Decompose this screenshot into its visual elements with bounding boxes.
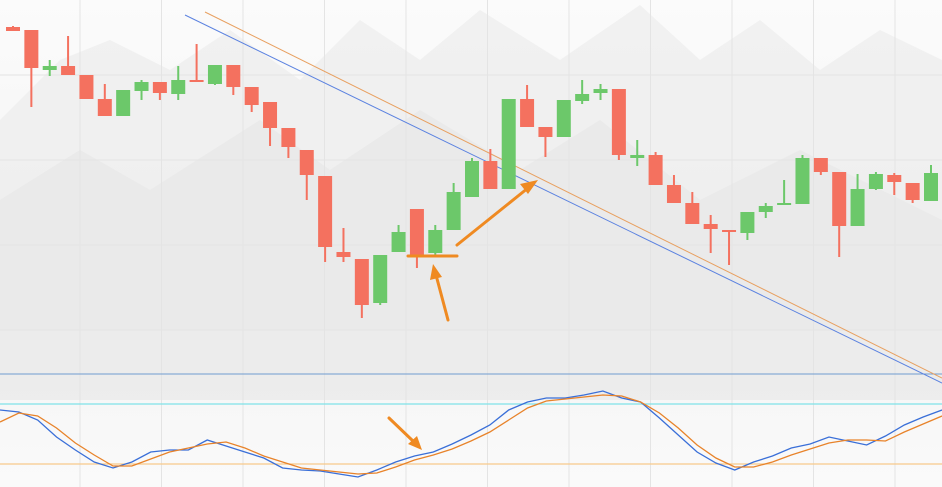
candle-body bbox=[887, 175, 902, 182]
oscillator-line bbox=[0, 390, 942, 478]
candle-body bbox=[611, 89, 626, 155]
trend-line bbox=[184, 14, 942, 384]
candle-body bbox=[556, 100, 571, 137]
candle-body bbox=[97, 99, 112, 116]
candle-body bbox=[171, 80, 186, 94]
candle-body bbox=[152, 82, 167, 93]
candle-body bbox=[24, 30, 39, 68]
arrow-head bbox=[430, 264, 442, 280]
candle-body bbox=[722, 230, 737, 232]
candle-body bbox=[134, 82, 149, 91]
candle-body bbox=[795, 158, 810, 204]
candle-body bbox=[575, 94, 590, 101]
arrow-head bbox=[520, 180, 538, 194]
candle-body bbox=[336, 252, 351, 257]
trend-line bbox=[204, 11, 942, 379]
candle-body bbox=[207, 65, 222, 84]
candle-body bbox=[593, 89, 608, 93]
candle-body bbox=[373, 255, 388, 303]
candle-body bbox=[703, 224, 718, 229]
candle-body bbox=[685, 203, 700, 224]
candle-body bbox=[61, 66, 76, 75]
candle-body bbox=[905, 183, 920, 200]
candle-body bbox=[42, 66, 57, 70]
oscillator-line bbox=[0, 394, 942, 475]
candle-body bbox=[850, 189, 865, 226]
candle-body bbox=[226, 65, 241, 87]
candle-body bbox=[465, 161, 479, 197]
arrow-head bbox=[408, 436, 422, 450]
candle-body bbox=[446, 192, 461, 230]
candle-body bbox=[116, 90, 131, 116]
candle-body bbox=[832, 172, 847, 226]
candle-body bbox=[428, 230, 443, 253]
arrow bbox=[434, 273, 450, 322]
plot-area bbox=[0, 26, 942, 478]
candle-body bbox=[740, 212, 755, 233]
candle-body bbox=[630, 155, 645, 158]
candle-body bbox=[391, 232, 406, 252]
candle-body bbox=[6, 27, 20, 31]
candle-body bbox=[354, 259, 369, 305]
candle-body bbox=[299, 150, 314, 175]
candle-body bbox=[263, 102, 278, 128]
candle-body bbox=[868, 174, 883, 189]
candle-body bbox=[244, 87, 259, 105]
candle-body bbox=[666, 185, 681, 203]
arrow bbox=[455, 186, 530, 247]
candle-body bbox=[318, 176, 333, 247]
candle-body bbox=[79, 75, 94, 99]
arrow bbox=[387, 416, 416, 444]
candle-body bbox=[777, 203, 792, 205]
candle-body bbox=[409, 209, 424, 255]
candle-body bbox=[758, 206, 773, 212]
annotations bbox=[387, 180, 538, 450]
candle-body bbox=[924, 173, 938, 201]
candle-body bbox=[189, 80, 204, 82]
mountain-foreground bbox=[0, 110, 942, 400]
candle-body bbox=[813, 158, 828, 172]
candle-body bbox=[281, 128, 296, 147]
candle-body bbox=[538, 127, 553, 137]
candle-body bbox=[648, 155, 663, 185]
candle-body bbox=[520, 99, 535, 127]
candle-body bbox=[501, 99, 516, 189]
candle-body bbox=[483, 161, 498, 189]
